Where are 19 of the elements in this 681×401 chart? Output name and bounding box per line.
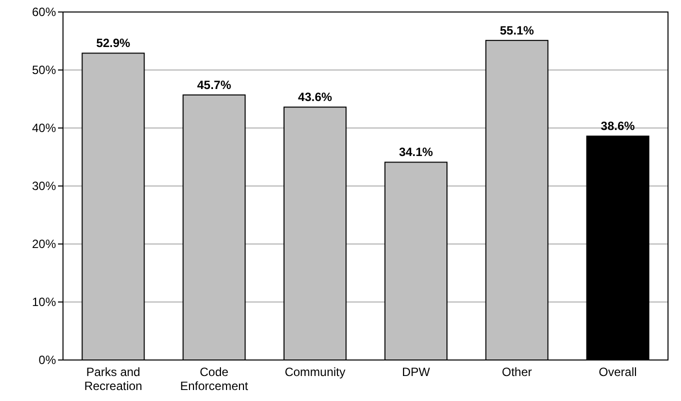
x-tick-label: Other xyxy=(502,365,532,379)
y-tick-label: 50% xyxy=(32,63,56,78)
data-label: 45.7% xyxy=(197,78,232,92)
data-label: 34.1% xyxy=(398,145,434,160)
y-tick-label: 0% xyxy=(38,353,56,368)
x-tick-label: Overall xyxy=(598,365,637,379)
data-label: 52.9% xyxy=(96,36,131,50)
data-label: 38.6% xyxy=(600,119,636,134)
y-tick-label: 20% xyxy=(32,237,56,252)
data-label: 43.6% xyxy=(298,90,332,104)
data-label: 55.1% xyxy=(500,23,534,38)
y-tick-label: 30% xyxy=(32,179,56,194)
y-tick-label: 10% xyxy=(32,295,56,310)
x-tick-label: DPW xyxy=(402,365,431,379)
y-tick-label: 60% xyxy=(32,5,56,20)
x-tick-label: Parks and Recreation xyxy=(84,365,142,393)
y-tick-label: 40% xyxy=(32,121,56,136)
x-tick-label: Community xyxy=(284,365,346,379)
x-tick-label: Code Enforcement xyxy=(180,365,249,393)
